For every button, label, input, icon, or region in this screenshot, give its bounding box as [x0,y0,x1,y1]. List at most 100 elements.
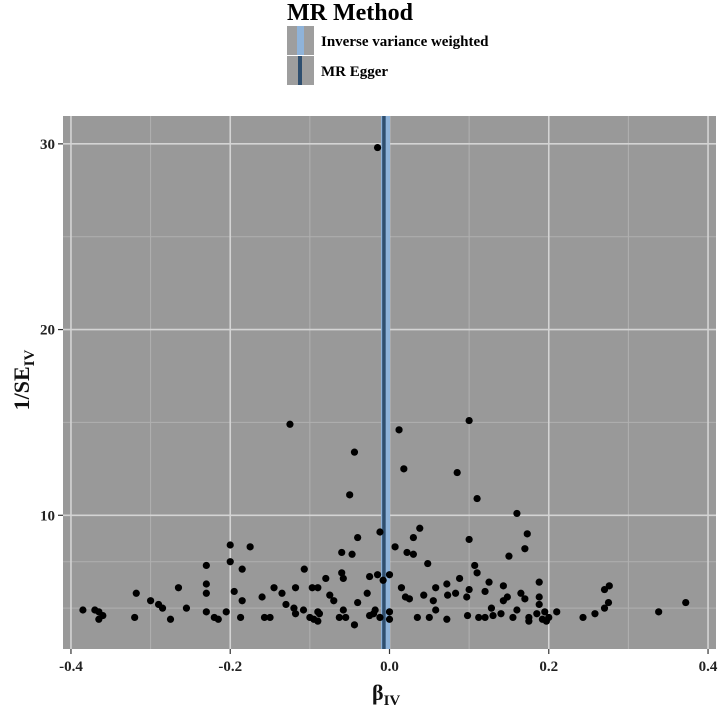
data-point [282,600,290,609]
data-point [473,494,481,503]
data-point [222,608,230,616]
data-point [373,571,382,579]
data-point [489,611,497,620]
data-point [350,448,359,456]
data-point [485,578,493,586]
data-point [238,565,246,573]
data-point [246,543,254,551]
data-point [342,613,350,622]
data-point [202,561,210,570]
data-point [682,598,690,607]
data-point [385,571,394,579]
data-point [79,606,87,614]
data-point [465,585,473,594]
data-point [315,610,324,618]
x-tick-label: 0.0 [380,659,399,675]
data-point [521,545,529,553]
data-point [278,589,286,597]
data-point [416,524,424,532]
data-point [463,611,472,620]
data-point [214,615,222,623]
data-point [330,597,338,605]
x-tick-label: 0.2 [539,659,558,675]
data-point [397,584,406,592]
data-point [339,606,347,614]
data-point [443,580,451,588]
data-point [481,587,489,596]
data-point [424,559,432,568]
data-point [202,589,210,597]
legend-key-ivw [297,26,304,55]
data-point [226,541,234,549]
data-point [505,552,513,560]
data-point [465,416,473,425]
data-point [365,611,374,620]
y-tick-label: 10 [40,508,55,524]
data-point [487,604,496,612]
data-point [443,615,451,623]
data-point [533,610,541,618]
data-point [497,610,505,618]
data-point [553,608,561,616]
data-point [270,584,278,592]
data-point [95,615,103,623]
x-tick-label: -0.4 [59,659,83,675]
y-axis-title: 1/SEIV [9,349,38,410]
x-tick-label: -0.2 [218,659,242,675]
data-point [335,613,343,622]
data-point [475,613,483,622]
data-point [350,621,359,629]
data-point [395,426,403,434]
data-point [535,593,543,601]
data-point [471,561,479,570]
data-point [413,613,421,622]
data-point [202,580,210,588]
data-point [455,574,464,583]
data-point [226,558,234,566]
data-point [513,509,521,518]
legend-label-egger: MR Egger [321,64,388,80]
data-point [517,589,525,597]
y-tick-label: 20 [40,323,55,339]
data-point [425,613,433,622]
data-point [132,589,140,597]
data-point [513,606,521,614]
data-point [541,608,549,616]
legend-label-ivw: Inverse variance weighted [321,34,489,50]
data-point [521,595,529,603]
data-point [579,613,587,622]
data-point [202,608,210,616]
data-point [338,569,346,577]
data-point [385,615,394,623]
data-point [291,584,300,592]
data-point [299,606,308,614]
x-axis-ticks: -0.4 -0.2 0.0 0.2 0.4 [59,649,718,675]
data-point [600,585,609,594]
data-point [604,598,613,607]
method-lines [381,116,391,649]
y-axis-ticks: 10 20 30 [40,137,63,524]
data-point [385,608,394,616]
data-point [166,615,175,623]
data-point [499,597,507,605]
x-tick-label: 0.4 [699,659,718,675]
legend-title: MR Method [287,0,414,26]
y-tick-label: 30 [40,137,55,153]
data-point [308,584,316,592]
data-point [432,584,440,592]
data-point [523,530,531,538]
data-points [79,143,690,629]
data-point [405,595,414,603]
data-point [429,597,437,605]
data-point [260,613,269,622]
data-point [266,613,274,622]
data-point [509,613,517,622]
data-point [326,591,334,599]
data-point [236,613,245,622]
data-point [230,587,238,596]
data-point [432,606,440,614]
data-point [409,550,417,558]
data-point [146,597,155,605]
data-point [158,604,167,612]
